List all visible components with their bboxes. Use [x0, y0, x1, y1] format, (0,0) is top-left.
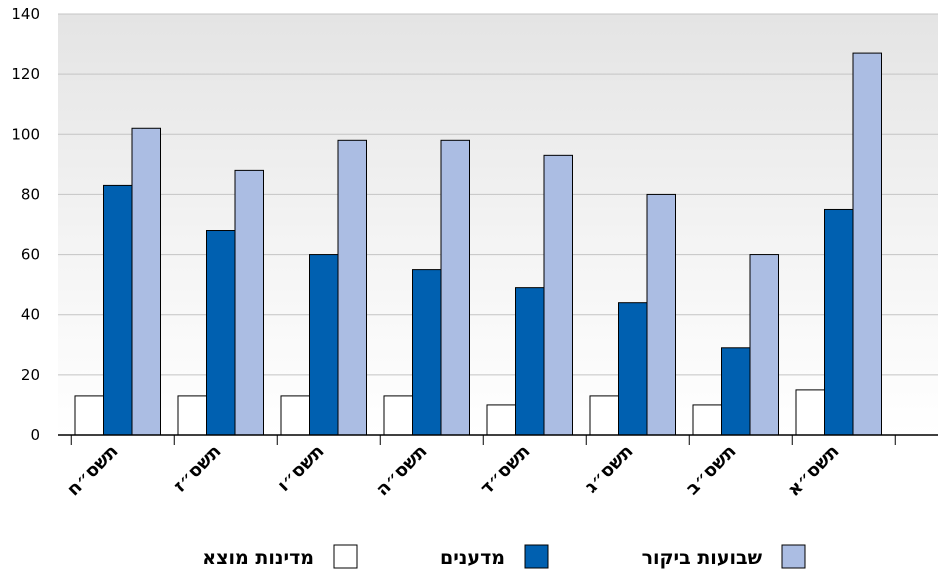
bar — [440, 139, 470, 436]
bar — [852, 52, 882, 436]
y-tick-label: 80 — [21, 185, 40, 203]
bar — [103, 184, 133, 436]
bars — [74, 52, 882, 436]
x-tick-label: תשס״א — [783, 441, 843, 501]
y-tick-label: 20 — [21, 366, 40, 384]
x-tick-label: תשס״ג — [581, 441, 638, 498]
x-axis-labels: תשס״א תשס״ב תשס״ג תשס״ד תשס״ה תשס״ו תשס״ז תשס״ח — [63, 441, 844, 501]
bar — [177, 395, 207, 436]
x-tick-label: תשס״ב — [682, 441, 741, 500]
bar — [589, 395, 619, 436]
y-tick-label: 140 — [11, 5, 40, 23]
bar — [206, 230, 236, 436]
bar — [543, 154, 573, 436]
bar — [309, 254, 339, 436]
legend-label: שבועות ביקור — [642, 547, 763, 569]
x-tick-label: תשס״ה — [372, 441, 432, 501]
x-tick-label: תשס״ד — [476, 441, 534, 499]
bar — [74, 395, 104, 436]
y-tick-label: 120 — [11, 65, 40, 83]
legend-swatch — [333, 544, 358, 569]
bar — [692, 404, 722, 436]
bar — [618, 302, 648, 436]
legend-swatch — [524, 544, 549, 569]
bar — [795, 389, 825, 436]
y-tick-label: 100 — [11, 125, 40, 143]
bar — [280, 395, 310, 436]
y-tick-label: 0 — [30, 426, 40, 444]
bar — [486, 404, 516, 436]
legend-swatch — [781, 544, 806, 569]
bar — [234, 169, 264, 436]
x-tick-label: תשס״ז — [170, 441, 226, 497]
y-axis-labels: 0 20 40 60 80 100 120 140 — [11, 5, 40, 444]
x-tick-label: תשס״ו — [273, 441, 328, 496]
bar — [721, 347, 751, 436]
bar — [337, 139, 367, 436]
bar — [131, 127, 161, 436]
x-tick-label: תשס״ח — [63, 441, 123, 501]
legend-label: מדענים — [440, 547, 505, 569]
bar — [646, 193, 676, 436]
gridlines — [58, 13, 938, 376]
bar — [824, 208, 854, 436]
bar — [412, 269, 442, 436]
bar — [383, 395, 413, 436]
legend-label: מדינות מוצא — [202, 547, 314, 569]
y-tick-label: 60 — [21, 246, 40, 264]
axes — [58, 434, 938, 445]
legend: שבועות ביקור מדענים מדינות מוצא — [202, 544, 806, 569]
plot-area — [58, 14, 938, 435]
bar — [515, 287, 545, 436]
bar — [749, 254, 779, 436]
y-tick-label: 40 — [21, 306, 40, 324]
